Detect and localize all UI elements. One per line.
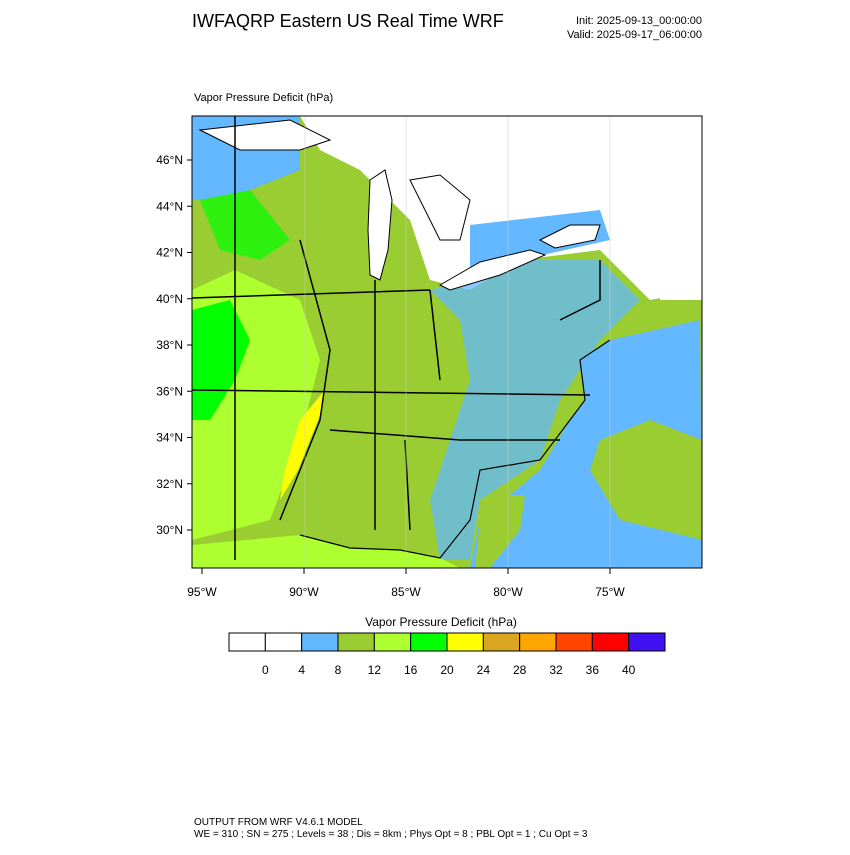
colorbar-box [446,632,484,652]
map-label: Vapor Pressure Deficit (hPa) [194,92,333,104]
lat-label: 34°N [156,431,183,445]
lat-label: 40°N [156,292,183,306]
graticule [304,116,611,568]
lon-label: 85°W [391,585,421,599]
colorbar-box [519,632,557,652]
ocean-green [590,420,702,540]
field-yellow [280,390,325,500]
colorbar-label: 28 [513,663,527,677]
colorbar-label: 40 [622,663,636,677]
gulf-field [192,535,460,568]
colorbar-label: 32 [549,663,563,677]
lat-label: 42°N [156,246,183,260]
field-white [300,116,702,300]
lon-label: 95°W [187,585,217,599]
lat-label: 44°N [156,199,183,213]
lon-labels: 95°W 90°W 85°W 80°W 75°W [187,568,625,599]
colorbar-label: 12 [368,663,382,677]
map-field [192,116,702,568]
lat-label: 30°N [156,523,183,537]
colorbar-label: 24 [477,663,491,677]
colorbar-box [228,632,266,652]
field-white [620,116,702,300]
footer-line: OUTPUT FROM WRF V4.6.1 MODEL [194,817,363,828]
lat-labels: 46°N 44°N 42°N 40°N 38°N 36°N 34°N 32°N 30°N [156,153,192,537]
lake-superior [198,119,332,151]
colorbar-label: 8 [335,663,342,677]
footer-line: WE = 310 ; SN = 275 ; Levels = 38 ; Dis … [194,829,588,840]
colorbar-label: 16 [404,663,418,677]
lat-label: 38°N [156,338,183,352]
lat-label: 32°N [156,477,183,491]
lon-label: 80°W [493,585,523,599]
lon-label: 90°W [289,585,319,599]
lat-label: 46°N [156,153,183,167]
colorbar-box [337,632,375,652]
valid-time: Valid: 2025-09-17_06:00:00 [567,29,702,41]
colorbar-box [373,632,412,652]
colorbar-label: 4 [298,663,305,677]
colorbar-box [555,632,593,652]
init-time: Init: 2025-09-13_00:00:00 [576,15,702,27]
ocean-green [475,495,525,568]
lake-huron [409,174,471,241]
colorbar-box [410,632,448,652]
lake-michigan [367,169,393,281]
colorbar-label: 36 [586,663,600,677]
field-high [200,190,290,260]
colorbar-box [591,632,630,652]
lat-label: 36°N [156,384,183,398]
colorbar-box [482,632,521,652]
colorbar-box [301,632,339,652]
colorbar-title: Vapor Pressure Deficit (hPa) [365,615,517,629]
colorbar-box [628,632,666,652]
lake-erie [438,249,547,291]
colorbar: 0 4 8 12 16 20 24 28 32 36 40 [228,632,666,677]
state-lines [192,116,611,560]
colorbar-box [264,632,303,652]
lon-label: 75°W [595,585,625,599]
colorbar-label: 0 [262,663,269,677]
colorbar-label: 20 [440,663,454,677]
field-blue [430,260,640,560]
lake-ontario [538,224,601,249]
title: IWFAQRP Eastern US Real Time WRF [192,11,504,31]
map-frame [191,115,703,569]
